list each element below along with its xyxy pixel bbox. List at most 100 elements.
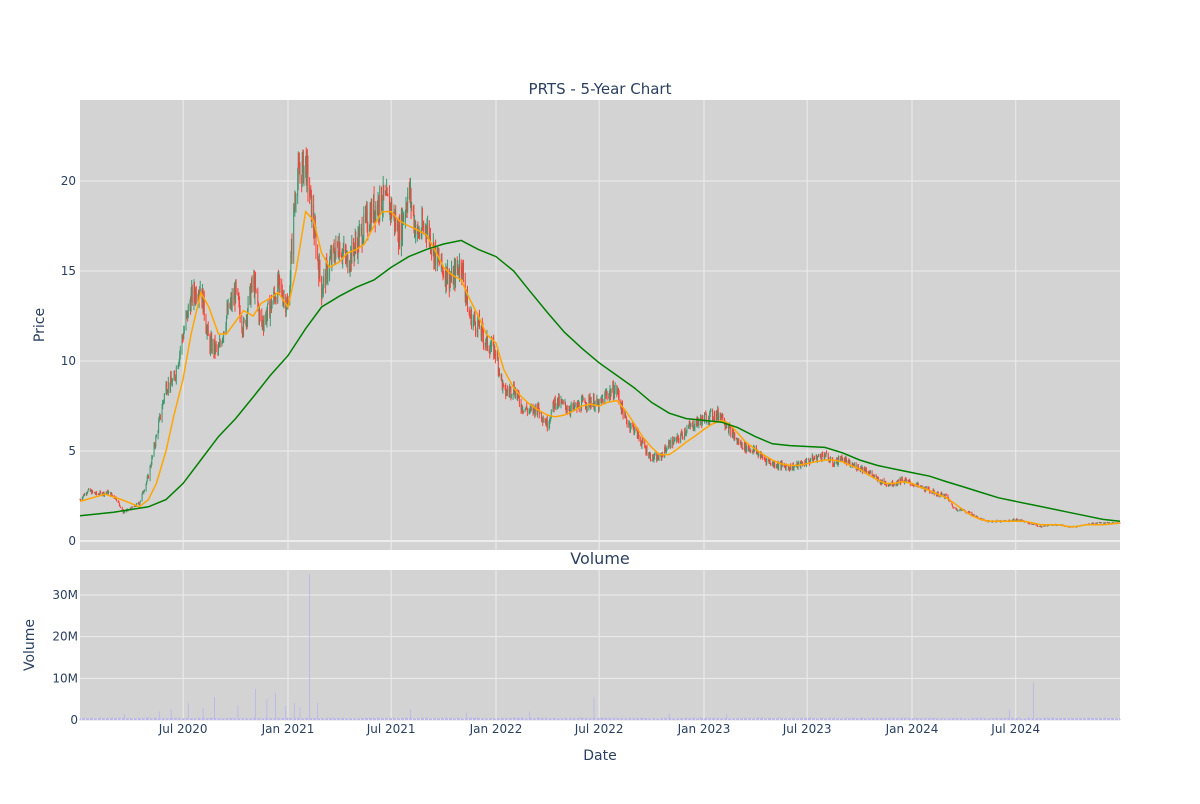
volume-bar xyxy=(434,718,435,720)
volume-bar xyxy=(235,718,237,720)
volume-bar xyxy=(693,718,695,720)
candle-body xyxy=(80,499,81,501)
candle-body xyxy=(640,437,642,444)
volume-bar xyxy=(815,717,817,720)
volume-bar xyxy=(648,718,650,720)
candle-body xyxy=(605,393,606,394)
candle-body xyxy=(318,265,320,279)
volume-bar xyxy=(953,717,955,720)
volume-bar xyxy=(1031,718,1033,720)
candle-body xyxy=(733,431,735,438)
volume-bar xyxy=(790,717,792,720)
volume-bar xyxy=(114,718,116,720)
volume-bar xyxy=(215,718,217,720)
volume-bar xyxy=(120,718,121,720)
candle-body xyxy=(717,409,719,418)
volume-bar xyxy=(827,718,829,720)
volume-bar xyxy=(499,718,500,720)
volume-bar xyxy=(438,718,440,720)
volume-bar xyxy=(186,718,187,720)
volume-bar xyxy=(1032,718,1034,720)
volume-bar xyxy=(179,718,181,720)
volume-bar xyxy=(243,718,244,720)
candle-body xyxy=(470,311,472,319)
volume-bar xyxy=(574,718,576,720)
volume-bar xyxy=(773,718,775,720)
volume-bar xyxy=(828,718,830,720)
volume-bar xyxy=(346,718,348,720)
volume-bar xyxy=(447,718,448,720)
candle-body xyxy=(957,510,958,512)
volume-bar xyxy=(921,718,923,720)
candle-body xyxy=(125,511,127,512)
volume-bar xyxy=(721,718,723,720)
volume-bar xyxy=(355,718,357,720)
candle-body xyxy=(1012,519,1014,521)
volume-bar xyxy=(1056,718,1058,720)
candle-body xyxy=(622,410,624,418)
volume-bar xyxy=(1044,717,1046,720)
candle-body xyxy=(674,438,676,440)
volume-bar xyxy=(526,718,528,720)
volume-bar xyxy=(754,718,756,720)
candle-body xyxy=(355,238,357,246)
volume-bar xyxy=(417,718,419,720)
volume-bar xyxy=(756,718,758,720)
candle-body xyxy=(693,428,695,430)
volume-bar xyxy=(820,718,822,720)
volume-bar xyxy=(382,718,384,720)
volume-bar xyxy=(928,718,929,720)
candle-body xyxy=(685,432,687,433)
volume-bar xyxy=(564,718,566,720)
volume-bar xyxy=(1053,718,1055,720)
candle-body xyxy=(943,493,945,497)
candle-body xyxy=(1013,519,1014,520)
candle-body xyxy=(570,404,572,409)
volume-bar xyxy=(362,718,364,720)
volume-bar xyxy=(901,717,903,720)
volume-bar xyxy=(104,718,105,720)
volume-bar xyxy=(1067,718,1069,720)
candle-body xyxy=(741,442,743,449)
volume-bar xyxy=(957,718,959,720)
candle-body xyxy=(620,406,622,412)
volume-bar xyxy=(802,718,803,720)
volume-bar xyxy=(445,717,447,720)
candle-body xyxy=(453,271,455,285)
volume-bar xyxy=(706,718,708,720)
volume-bar xyxy=(514,718,516,720)
candle-body xyxy=(893,484,895,486)
candle-body xyxy=(214,340,215,353)
candle-body xyxy=(310,190,312,220)
candle-body xyxy=(112,495,113,496)
candle-body xyxy=(729,425,731,428)
volume-bar xyxy=(850,717,851,720)
candle-body xyxy=(191,287,193,294)
candle-body xyxy=(931,492,933,494)
volume-bar xyxy=(925,717,927,720)
candle-body xyxy=(596,399,598,403)
volume-bar xyxy=(285,705,287,720)
candle-body xyxy=(971,512,973,515)
volume-bar xyxy=(195,718,197,720)
candle-body xyxy=(261,321,263,324)
volume-bar xyxy=(601,717,603,720)
candle-body xyxy=(538,403,540,411)
volume-bar xyxy=(1115,718,1117,720)
candle-body xyxy=(901,478,903,481)
candle-body xyxy=(573,403,575,409)
volume-bar xyxy=(102,718,104,720)
candle-body xyxy=(477,320,479,324)
candle-body xyxy=(805,464,807,466)
candle-body xyxy=(612,384,614,398)
volume-bar xyxy=(132,718,133,720)
volume-bar xyxy=(126,718,128,720)
volume-bar xyxy=(951,718,953,720)
volume-bar xyxy=(534,718,536,720)
candle-body xyxy=(149,466,151,479)
candle-body xyxy=(495,354,496,357)
candle-body xyxy=(549,419,551,421)
candle-body xyxy=(900,479,902,484)
volume-bar xyxy=(289,718,291,720)
volume-bar xyxy=(692,717,694,720)
